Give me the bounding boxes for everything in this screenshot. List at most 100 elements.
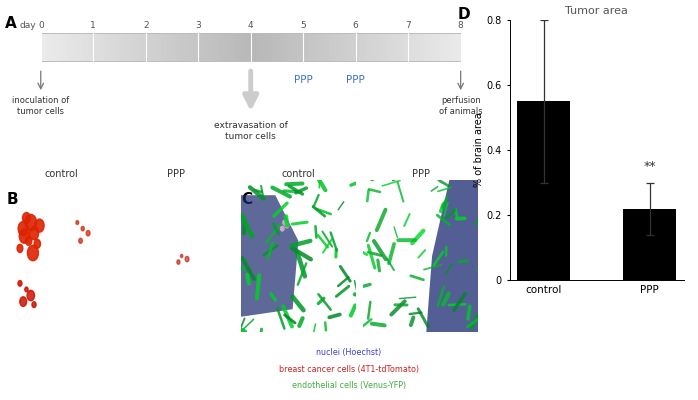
Bar	[51, 33, 57, 61]
Bar	[434, 33, 440, 61]
Bar	[429, 33, 434, 61]
Bar	[130, 33, 135, 61]
Circle shape	[22, 212, 31, 224]
Bar	[57, 33, 61, 61]
Bar	[424, 33, 429, 61]
Bar	[277, 33, 282, 61]
Bar	[408, 33, 413, 61]
Circle shape	[35, 219, 44, 232]
Bar	[340, 33, 346, 61]
Bar	[309, 33, 313, 61]
Bar	[251, 33, 256, 61]
Circle shape	[285, 223, 288, 228]
Text: 6: 6	[352, 20, 359, 30]
Bar	[387, 33, 392, 61]
Text: 7: 7	[406, 20, 411, 30]
Circle shape	[76, 221, 79, 224]
Bar	[246, 33, 251, 61]
Text: perfusion
of animals: perfusion of animals	[439, 96, 482, 116]
Circle shape	[18, 280, 22, 286]
Bar	[298, 33, 303, 61]
Bar	[83, 33, 88, 61]
Polygon shape	[426, 180, 478, 332]
Circle shape	[25, 214, 36, 231]
Text: A: A	[5, 16, 17, 30]
Bar	[46, 33, 51, 61]
Bar	[440, 33, 445, 61]
Bar	[413, 33, 419, 61]
Text: 5: 5	[300, 20, 306, 30]
Bar	[104, 33, 109, 61]
Bar	[377, 33, 382, 61]
Bar	[88, 33, 94, 61]
Bar	[198, 33, 204, 61]
Bar	[73, 33, 77, 61]
Circle shape	[185, 256, 189, 262]
Bar	[292, 33, 298, 61]
Circle shape	[79, 238, 82, 243]
Title: control: control	[281, 169, 315, 179]
Bar	[146, 33, 151, 61]
Circle shape	[283, 220, 286, 225]
Bar	[109, 33, 114, 61]
Circle shape	[25, 287, 28, 292]
Bar	[40, 33, 461, 61]
Title: control: control	[44, 169, 78, 179]
Bar	[272, 33, 277, 61]
Bar	[382, 33, 387, 61]
Bar	[204, 33, 209, 61]
Text: nuclei (Hoechst): nuclei (Hoechst)	[316, 348, 382, 357]
Bar	[398, 33, 403, 61]
Bar	[350, 33, 356, 61]
Circle shape	[20, 229, 29, 243]
Bar	[167, 33, 172, 61]
Text: 4: 4	[248, 20, 253, 30]
Text: B: B	[7, 192, 19, 207]
Bar	[125, 33, 130, 61]
Bar	[114, 33, 119, 61]
Bar	[371, 33, 377, 61]
Bar	[256, 33, 261, 61]
Bar	[356, 33, 361, 61]
Title: PPP: PPP	[168, 169, 185, 179]
Circle shape	[17, 244, 23, 252]
Circle shape	[20, 297, 27, 306]
Circle shape	[32, 302, 36, 308]
Circle shape	[27, 290, 34, 301]
Bar	[235, 33, 240, 61]
Circle shape	[25, 236, 32, 245]
Circle shape	[29, 227, 38, 240]
Bar	[445, 33, 450, 61]
Text: inoculation of
tumor cells: inoculation of tumor cells	[12, 96, 69, 116]
Bar	[230, 33, 235, 61]
Circle shape	[27, 245, 38, 261]
Bar	[517, 101, 570, 280]
Bar	[450, 33, 455, 61]
Text: 1: 1	[90, 20, 96, 30]
Text: **: **	[644, 160, 656, 173]
Circle shape	[18, 222, 29, 236]
Bar	[623, 208, 676, 280]
Bar	[361, 33, 366, 61]
Bar	[61, 33, 67, 61]
Bar	[282, 33, 288, 61]
Bar	[214, 33, 219, 61]
Bar	[240, 33, 246, 61]
Bar	[98, 33, 104, 61]
Bar	[313, 33, 319, 61]
Bar	[77, 33, 83, 61]
Bar	[419, 33, 424, 61]
Circle shape	[181, 254, 183, 258]
Bar	[403, 33, 408, 61]
Bar	[392, 33, 398, 61]
Text: day: day	[20, 20, 36, 30]
Circle shape	[86, 230, 90, 236]
Text: 2: 2	[143, 20, 149, 30]
Bar	[135, 33, 140, 61]
Bar	[267, 33, 272, 61]
Bar	[67, 33, 73, 61]
Bar	[94, 33, 98, 61]
Bar	[288, 33, 292, 61]
Circle shape	[34, 239, 40, 248]
Bar	[182, 33, 188, 61]
